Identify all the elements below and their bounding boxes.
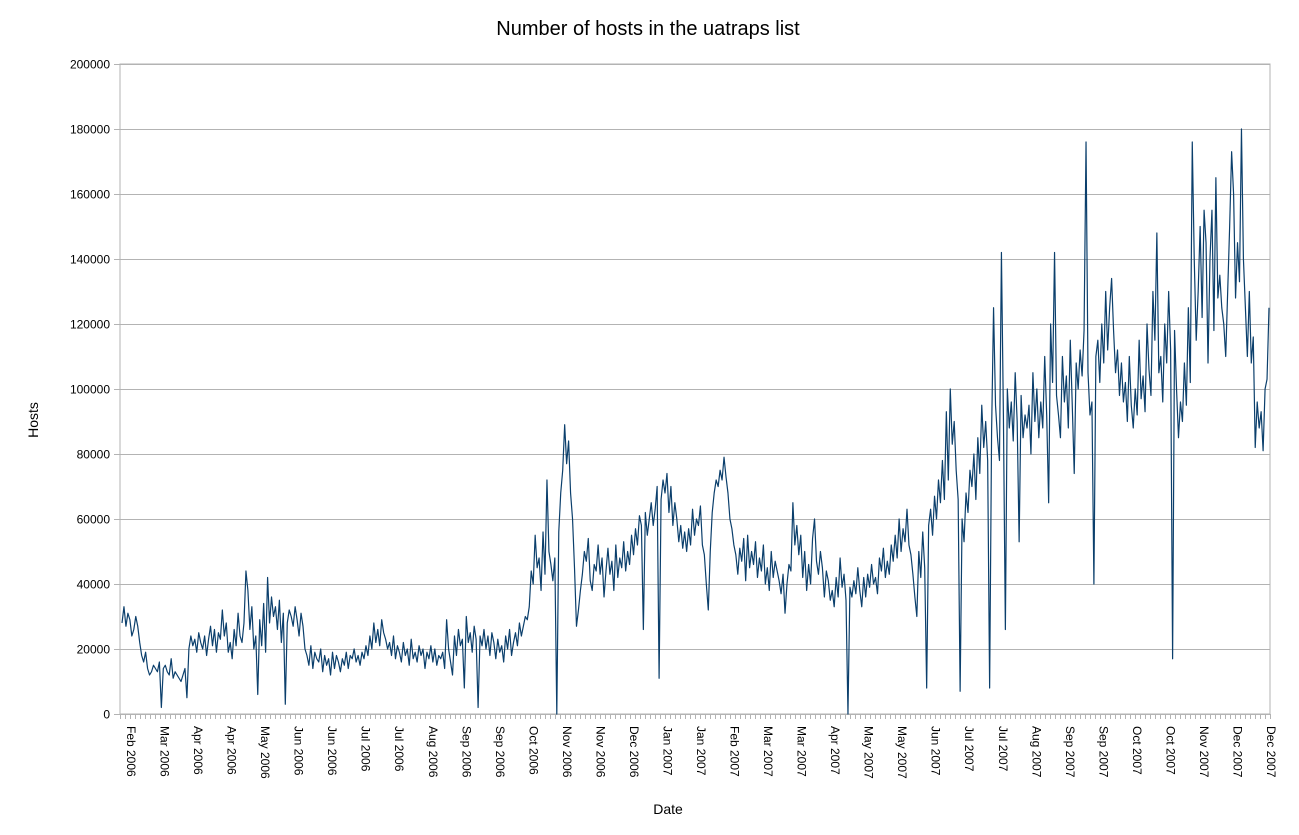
plot-area <box>121 128 1270 715</box>
x-tick-label: Nov 2007 <box>1197 726 1211 778</box>
x-tick-label: Feb 2006 <box>124 726 138 777</box>
y-tick-label: 20000 <box>77 643 111 657</box>
x-tick-label: Oct 2007 <box>1130 726 1144 775</box>
y-tick-label: 40000 <box>77 578 111 592</box>
x-tick-label: May 2007 <box>862 726 876 779</box>
y-tick-label: 80000 <box>77 448 111 462</box>
y-tick-label: 140000 <box>70 253 110 267</box>
x-axis-label: Date <box>653 801 683 817</box>
y-axis-ticks: 0 20000 40000 60000 80000 100000 120000 140000 1… <box>70 58 110 722</box>
y-tick-label: 100000 <box>70 383 110 397</box>
x-tick-label: Mar 2006 <box>158 726 172 777</box>
x-tick-label: Apr 2006 <box>225 726 239 775</box>
y-tick-label: 160000 <box>70 188 110 202</box>
x-tick-label: Apr 2007 <box>828 726 842 775</box>
x-tick-label: Jul 2006 <box>359 726 373 772</box>
y-tick-label: 200000 <box>70 58 110 72</box>
x-tick-label: Sep 2007 <box>1063 726 1077 778</box>
x-tick-label: Aug 2007 <box>1029 726 1043 778</box>
x-tick-label: May 2006 <box>258 726 272 779</box>
x-tick-label: Jun 2006 <box>325 726 339 776</box>
x-tick-label: Nov 2006 <box>593 726 607 778</box>
x-tick-label: Dec 2006 <box>627 726 641 778</box>
x-axis-ticks: Feb 2006 Mar 2006 Apr 2006 Apr 2006 May 2006… <box>124 726 1278 779</box>
y-axis-label: Hosts <box>25 402 41 438</box>
x-tick-label: Jul 2007 <box>962 726 976 772</box>
x-tick-label: Mar 2007 <box>761 726 775 777</box>
y-tick-label: 120000 <box>70 318 110 332</box>
x-tick-label: Jan 2007 <box>660 726 674 776</box>
chart-title: Number of hosts in the uatraps list <box>496 18 800 40</box>
x-tick-label: Apr 2006 <box>191 726 205 775</box>
x-tick-label: Nov 2006 <box>560 726 574 778</box>
x-tick-label: Aug 2006 <box>426 726 440 778</box>
y-tick-label: 60000 <box>77 513 111 527</box>
x-tick-label: Jun 2007 <box>929 726 943 776</box>
x-tick-label: Sep 2006 <box>459 726 473 778</box>
x-tick-label: Dec 2007 <box>1264 726 1278 778</box>
x-tick-label: Sep 2007 <box>1096 726 1110 778</box>
x-tick-label: Feb 2007 <box>728 726 742 777</box>
x-tick-label: Mar 2007 <box>795 726 809 777</box>
x-tick-label: Jul 2006 <box>392 726 406 772</box>
x-tick-label: Sep 2006 <box>493 726 507 778</box>
series-line-0 <box>121 128 1270 715</box>
gridlines <box>114 63 1271 719</box>
x-tick-label: Jul 2007 <box>996 726 1010 772</box>
x-tick-label: Jun 2006 <box>292 726 306 776</box>
y-tick-label: 0 <box>103 708 110 722</box>
x-tick-label: Jan 2007 <box>694 726 708 776</box>
x-tick-label: Oct 2007 <box>1163 726 1177 775</box>
y-tick-label: 180000 <box>70 123 110 137</box>
x-tick-label: Dec 2007 <box>1230 726 1244 778</box>
x-tick-label: Oct 2006 <box>526 726 540 775</box>
x-tick-label: May 2007 <box>895 726 909 779</box>
